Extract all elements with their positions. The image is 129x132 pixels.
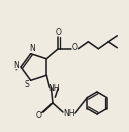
Text: N: N — [29, 44, 35, 53]
Text: O: O — [55, 28, 61, 37]
Text: '': '' — [14, 69, 18, 74]
Text: NH: NH — [49, 84, 60, 93]
Text: S: S — [24, 80, 29, 89]
Text: O: O — [36, 110, 42, 119]
Text: NH: NH — [63, 109, 75, 117]
Text: N: N — [13, 62, 19, 70]
Text: O: O — [71, 43, 77, 52]
